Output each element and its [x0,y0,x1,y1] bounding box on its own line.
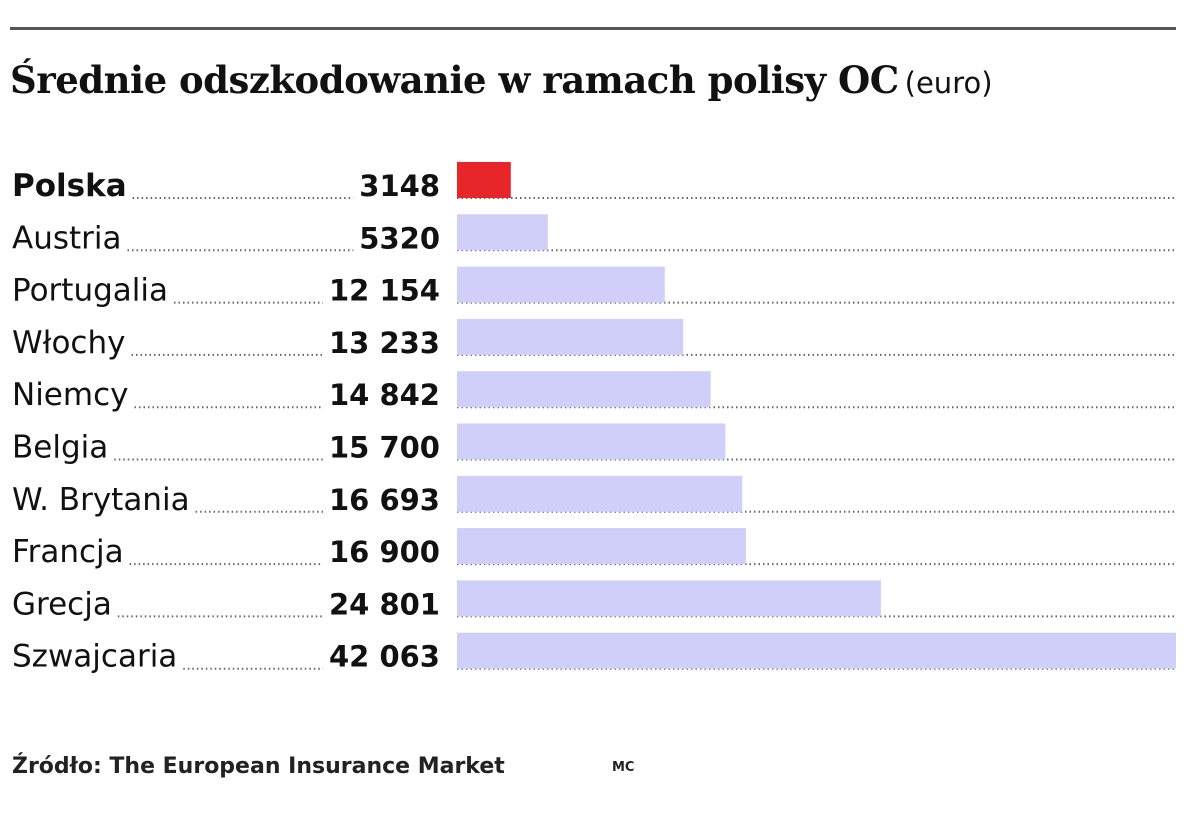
bar-row: W. Brytania 16 693 [12,475,1176,518]
author-credit: MC [612,760,635,775]
bar [457,318,684,355]
chart-title: Średnie odszkodowanie w ramach polisy OC [10,58,899,102]
bar [457,371,711,408]
category-label: Austria [12,220,122,256]
bar-row: Grecja 24 801 [12,580,1176,622]
value-label: 16 900 [329,535,440,569]
category-label: Włochy [12,325,125,361]
category-label: Francja [12,534,124,570]
category-label: Polska [12,168,127,204]
top-rule [10,27,1176,30]
bar-row: Austria 5320 [12,214,1176,256]
value-label: 42 063 [329,640,440,674]
value-label: 16 693 [329,483,440,517]
value-label: 13 233 [329,326,440,360]
bar-chart: Polska 3148 Austria 5320 Portugalia 12 154 Wło… [12,162,1176,675]
bar [457,214,548,251]
bar [457,580,881,617]
category-label: Niemcy [12,377,128,413]
value-label: 5320 [359,221,440,255]
value-label: 12 154 [329,274,440,308]
bar-row: Niemcy 14 842 [12,371,1176,413]
value-label: 14 842 [329,378,440,412]
source-note: Źródło: The European Insurance Market [12,754,505,779]
bar-row: Szwajcaria 42 063 [12,632,1176,675]
bar-row: Belgia 15 700 [12,423,1176,466]
value-label: 3148 [359,169,440,203]
bar [457,475,743,512]
chart-unit: (euro) [904,66,993,100]
category-label: Szwajcaria [12,639,177,675]
bar-row: Portugalia 12 154 [12,266,1176,309]
category-label: W. Brytania [12,482,190,518]
bar [457,632,1176,669]
value-label: 15 700 [329,431,440,465]
category-label: Portugalia [12,273,168,309]
value-label: 24 801 [329,587,440,621]
chart-title-block: Średnie odszkodowanie w ramach polisy OC… [10,62,993,99]
category-label: Belgia [12,430,108,466]
bar [457,162,511,198]
bar [457,423,726,460]
bar-row: Polska 3148 [12,162,1176,204]
bar-row: Francja 16 900 [12,528,1176,570]
bar [457,266,665,303]
bar-row: Włochy 13 233 [12,318,1176,361]
category-label: Grecja [12,586,112,622]
bar [457,528,746,565]
